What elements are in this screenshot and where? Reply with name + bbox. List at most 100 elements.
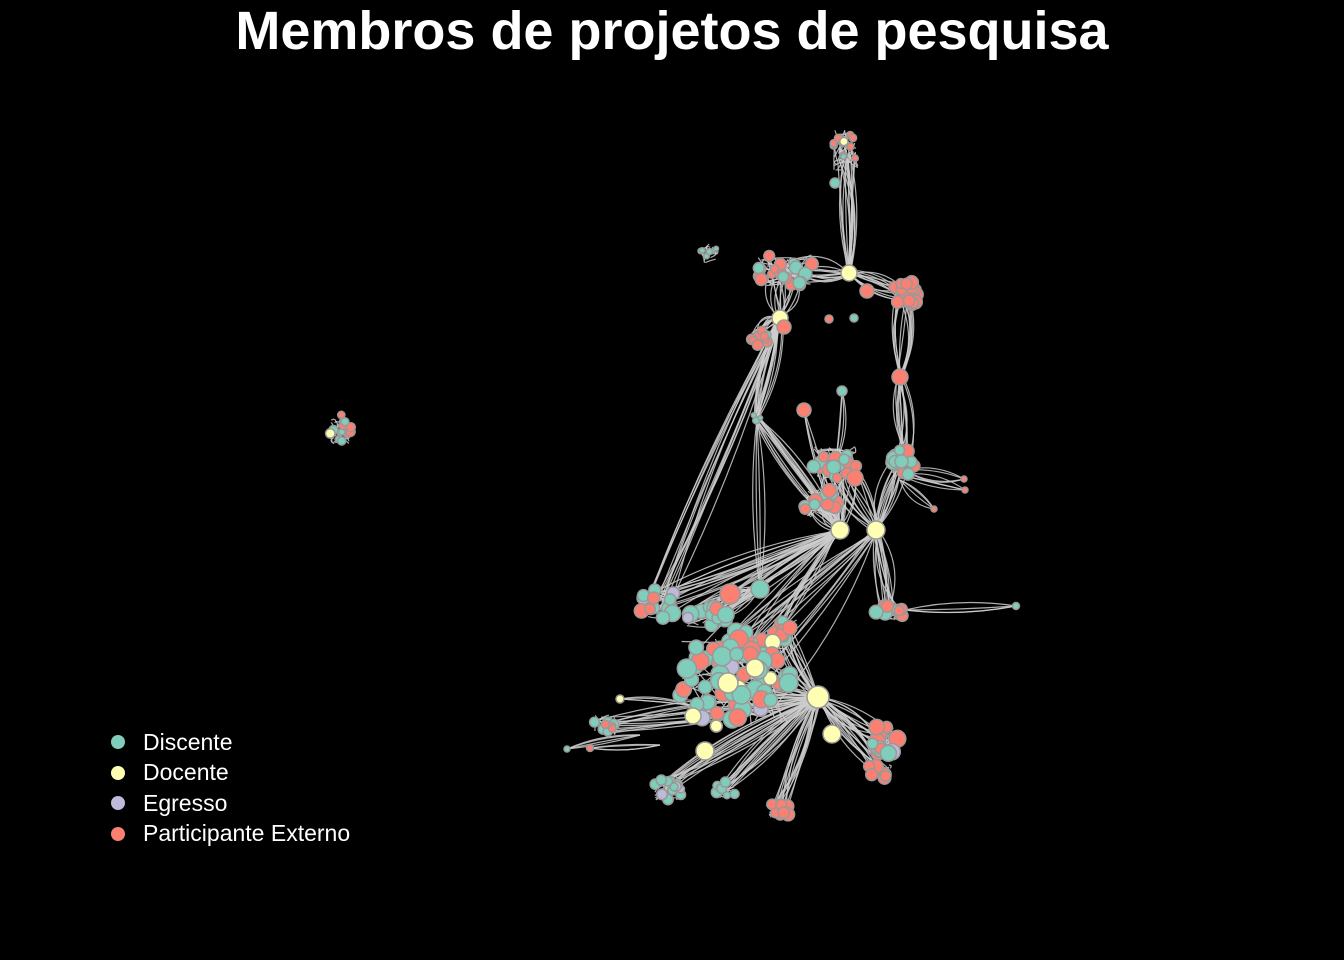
network-edge (804, 494, 809, 500)
network-edge (777, 697, 819, 806)
node-docente (745, 658, 765, 678)
node-discente (340, 416, 350, 427)
network-edge (899, 479, 935, 510)
network-edge (837, 161, 850, 272)
node-participante-externo (643, 602, 657, 615)
node-discente (826, 459, 842, 475)
network-nodes (324, 130, 1021, 822)
network-edge (704, 258, 716, 264)
legend-label-discente: Discente (143, 728, 233, 755)
node-discente (698, 247, 706, 254)
node-discente (729, 788, 740, 800)
node-discente (836, 385, 848, 397)
network-edge (845, 149, 851, 274)
network-edge (904, 605, 1017, 614)
node-discente (806, 459, 821, 474)
node-participante-externo (728, 708, 748, 727)
node-discente (588, 716, 601, 728)
network-edge (816, 489, 820, 492)
network-edge (759, 419, 839, 528)
network-edge (816, 474, 820, 478)
node-discente (808, 498, 821, 511)
node-discente (757, 414, 764, 421)
node-participante-externo (709, 705, 725, 721)
legend-swatch-discente (111, 735, 125, 750)
node-participante-externo (719, 583, 741, 605)
network-edge (692, 685, 699, 689)
network-edge (771, 683, 783, 723)
network-edge (756, 317, 781, 419)
node-discente (838, 453, 851, 466)
node-docente (709, 719, 724, 733)
node-participante-externo (776, 319, 792, 335)
chart-title: Membros de projetos de pesquisa (235, 1, 1109, 61)
node-discente (729, 646, 745, 662)
network-edge (648, 530, 838, 596)
node-discente (893, 444, 906, 456)
node-docente (762, 670, 778, 686)
node-egresso (681, 611, 695, 624)
network-edge (756, 416, 839, 533)
network-edge (899, 479, 935, 510)
legend-swatch-participante-externo (111, 826, 125, 841)
node-participante-externo (781, 620, 798, 636)
node-discente (839, 152, 848, 161)
node-participante-externo (960, 475, 968, 483)
node-participante-externo (961, 486, 969, 494)
network-edge (663, 317, 780, 597)
node-participante-externo (804, 256, 819, 272)
network-edge (752, 416, 842, 532)
network-edge (756, 417, 761, 590)
legend-label-docente: Docente (143, 759, 229, 786)
node-discente (716, 605, 735, 624)
node-discente (792, 275, 807, 290)
network-edge (330, 418, 335, 421)
node-participante-externo (607, 723, 617, 734)
legend-item-egresso: Egresso (111, 788, 350, 819)
node-docente (866, 520, 886, 540)
network-edge (755, 417, 761, 590)
network-edge (808, 512, 815, 517)
network-edge (720, 695, 816, 790)
node-participante-externo (890, 295, 905, 309)
node-participante-externo (336, 410, 346, 420)
node-discente (777, 270, 790, 283)
node-participante-externo (777, 806, 791, 820)
network-edge (888, 764, 892, 769)
node-discente (655, 610, 671, 625)
node-discente (676, 658, 698, 679)
network-edge (904, 605, 1017, 611)
node-participante-externo (759, 331, 770, 342)
node-participante-externo (848, 133, 858, 143)
node-docente (839, 136, 849, 147)
network-edge (619, 697, 691, 706)
network-edge (649, 320, 781, 593)
node-participante-externo (859, 283, 875, 299)
legend-swatch-egresso (111, 796, 125, 811)
node-participante-externo (930, 505, 938, 513)
node-participante-externo (868, 718, 886, 736)
node-participante-externo (796, 402, 812, 418)
node-discente (750, 411, 758, 419)
node-participante-externo (824, 314, 834, 324)
node-participante-externo (846, 469, 864, 487)
node-participante-externo (864, 767, 879, 782)
legend-item-docente: Docente (111, 758, 350, 789)
node-discente (669, 782, 679, 792)
node-docente (615, 694, 625, 704)
node-discente (688, 639, 705, 656)
node-participante-externo (821, 483, 837, 499)
node-docente (324, 427, 336, 439)
node-discente (663, 593, 677, 606)
node-docente (695, 741, 715, 761)
node-participante-externo (769, 263, 780, 274)
node-discente (778, 672, 799, 693)
node-participante-externo (820, 498, 835, 512)
node-discente (752, 261, 766, 275)
network-edge (566, 734, 641, 750)
network-edge (652, 319, 780, 603)
network-edge (566, 734, 641, 750)
legend-label-participante-externo: Participante Externo (143, 820, 351, 847)
network-edge (661, 696, 817, 784)
